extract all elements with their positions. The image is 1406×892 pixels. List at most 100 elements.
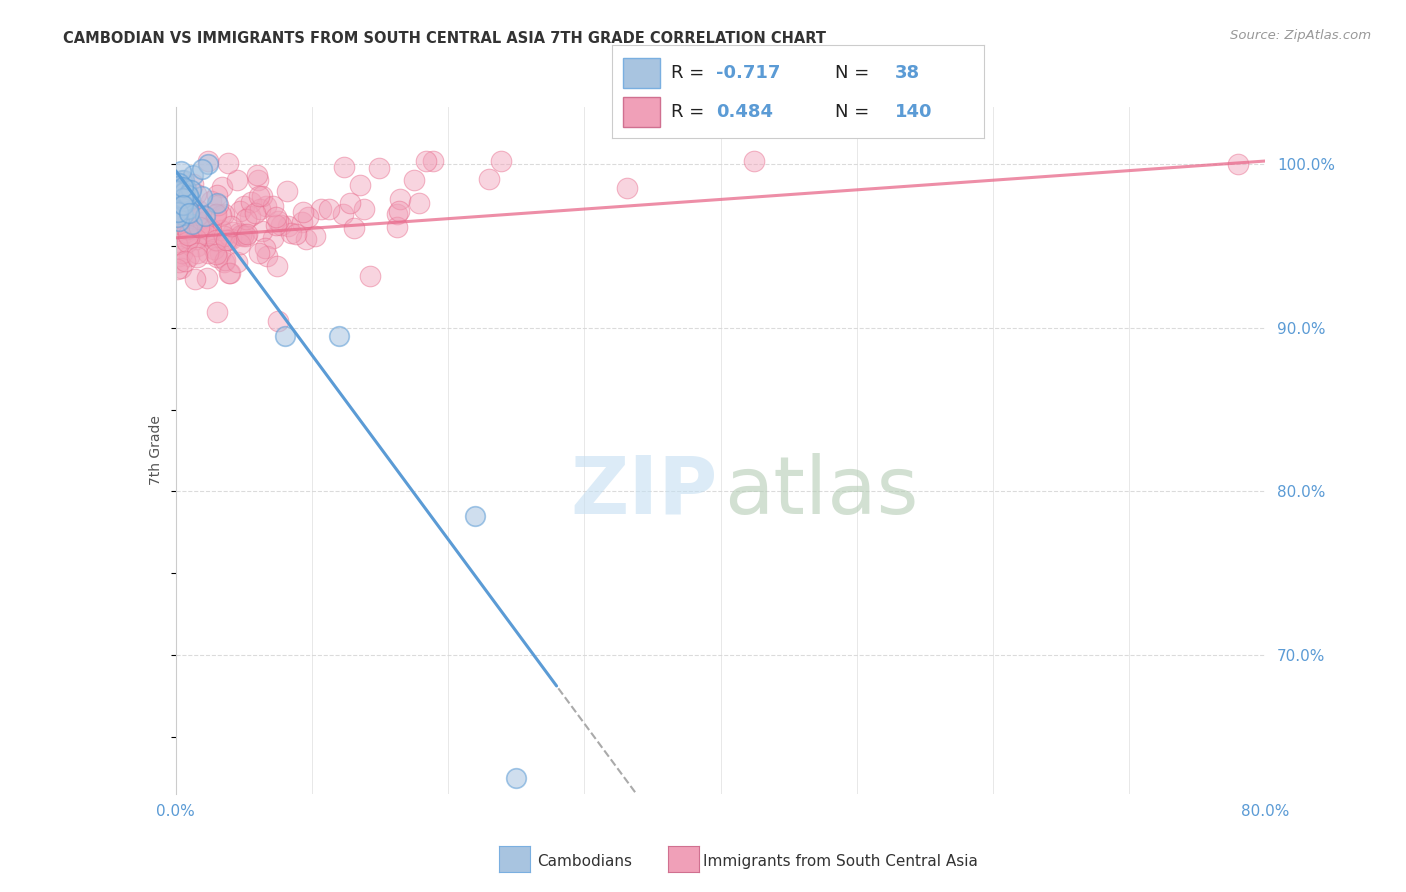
Point [170, 173, 193, 187]
Point [342, 220, 364, 235]
Point [297, 211, 319, 225]
Point [247, 245, 270, 260]
Point [197, 157, 219, 171]
Point [166, 192, 188, 206]
Point [209, 208, 232, 222]
Point [177, 194, 200, 208]
Text: N =: N = [835, 103, 875, 121]
Text: Source: ZipAtlas.com: Source: ZipAtlas.com [1230, 29, 1371, 42]
Point [332, 207, 354, 221]
Point [173, 253, 195, 268]
Point [177, 227, 200, 242]
Point [205, 207, 228, 221]
Point [219, 232, 242, 246]
Point [215, 233, 238, 247]
Point [262, 231, 284, 245]
Point [166, 211, 188, 225]
Point [200, 224, 222, 238]
Point [167, 183, 190, 197]
Point [167, 205, 190, 219]
Point [183, 168, 205, 182]
Point [249, 189, 271, 203]
Point [211, 223, 233, 237]
Point [172, 208, 194, 222]
Point [208, 246, 231, 260]
Text: 38: 38 [894, 63, 920, 82]
Point [1227, 157, 1250, 171]
Point [280, 226, 302, 240]
Point [184, 272, 207, 286]
Point [389, 192, 412, 206]
Point [318, 202, 340, 216]
Point [385, 206, 408, 220]
Point [212, 228, 235, 243]
Point [246, 173, 269, 187]
Point [177, 202, 200, 217]
Point [228, 226, 250, 240]
Point [200, 194, 222, 208]
Point [172, 246, 194, 260]
Point [195, 271, 218, 285]
Point [166, 224, 188, 238]
Point [181, 222, 204, 236]
Point [235, 227, 257, 241]
Point [174, 182, 197, 196]
Point [202, 243, 225, 257]
Point [194, 209, 217, 223]
Point [742, 153, 765, 168]
Point [295, 232, 318, 246]
Point [184, 231, 207, 245]
Point [226, 255, 249, 269]
Point [422, 153, 444, 168]
Point [172, 195, 194, 210]
Bar [623, 97, 659, 127]
Point [186, 239, 208, 253]
Point [274, 329, 297, 343]
Point [235, 211, 257, 226]
Point [264, 210, 287, 224]
Point [176, 235, 198, 249]
Point [193, 229, 215, 244]
Point [197, 153, 219, 168]
Point [166, 210, 188, 224]
Point [229, 204, 252, 219]
Text: 0.484: 0.484 [716, 103, 773, 121]
Point [267, 314, 290, 328]
Point [211, 179, 233, 194]
Point [166, 179, 188, 194]
Point [218, 266, 240, 280]
Point [239, 209, 262, 223]
Point [173, 186, 195, 200]
Point [187, 219, 209, 234]
Point [186, 246, 208, 260]
Point [167, 213, 190, 227]
Point [195, 228, 218, 243]
Point [179, 206, 201, 220]
Point [212, 255, 235, 269]
Point [408, 195, 430, 210]
Point [170, 163, 193, 178]
Text: 140: 140 [894, 103, 932, 121]
Point [191, 161, 214, 176]
Point [478, 172, 501, 186]
Point [180, 183, 202, 197]
Point [243, 206, 266, 220]
Point [249, 202, 271, 216]
Point [167, 202, 190, 217]
Point [187, 202, 209, 217]
Point [277, 219, 299, 233]
Text: atlas: atlas [724, 452, 918, 531]
Y-axis label: 7th Grade: 7th Grade [149, 416, 163, 485]
Point [233, 227, 256, 241]
Point [254, 241, 277, 255]
Text: CAMBODIAN VS IMMIGRANTS FROM SOUTH CENTRAL ASIA 7TH GRADE CORRELATION CHART: CAMBODIAN VS IMMIGRANTS FROM SOUTH CENTR… [63, 31, 827, 46]
Point [174, 225, 197, 239]
Point [264, 219, 287, 233]
Point [256, 248, 278, 262]
Point [291, 215, 314, 229]
Text: Immigrants from South Central Asia: Immigrants from South Central Asia [703, 855, 979, 869]
Point [388, 204, 411, 219]
Point [205, 250, 228, 264]
Point [250, 188, 273, 202]
Point [285, 227, 308, 241]
